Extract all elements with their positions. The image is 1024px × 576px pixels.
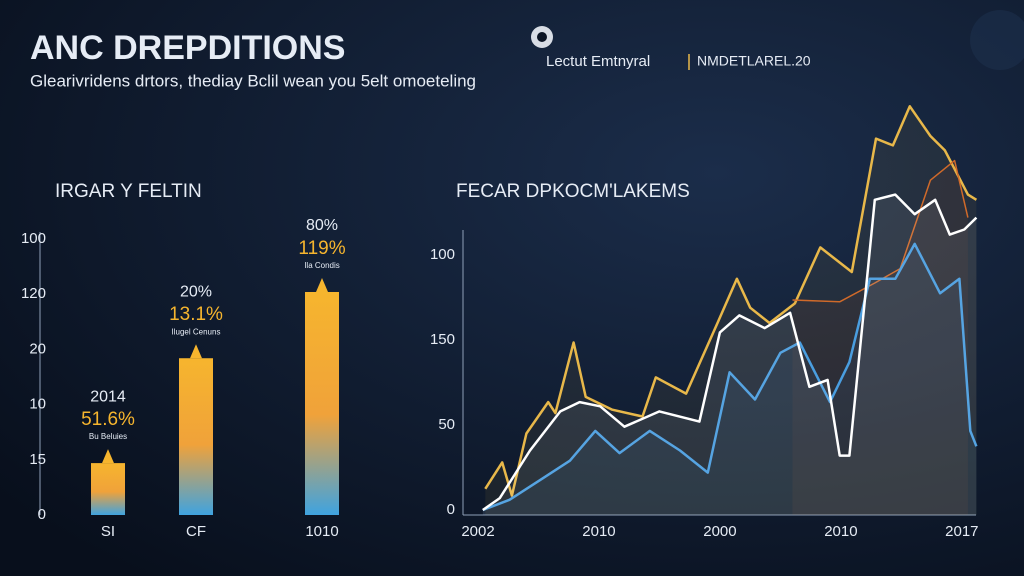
bar-tip bbox=[102, 449, 114, 464]
x-tick-label: 2000 bbox=[703, 523, 736, 540]
x-tick-label: 1010 bbox=[305, 523, 338, 540]
x-tick-label: SI bbox=[101, 523, 115, 540]
y-tick-label: 150 bbox=[430, 331, 455, 348]
y-tick-label: 120 bbox=[21, 285, 46, 302]
brand: Lectut Emtnyral bbox=[546, 53, 650, 70]
brand-icon-inner bbox=[537, 32, 547, 42]
y-tick-label: 15 bbox=[29, 451, 46, 468]
annotation-top: 20% bbox=[180, 283, 212, 300]
line-chart-title: FECAR DPKOCM'LAKEMS bbox=[456, 181, 690, 202]
x-tick-label: CF bbox=[186, 523, 206, 540]
bar-tip bbox=[190, 344, 202, 359]
annotation-caption: Bu Beluies bbox=[89, 432, 127, 441]
y-tick-label: 0 bbox=[447, 501, 455, 518]
y-tick-label: 20 bbox=[29, 340, 46, 357]
bar bbox=[91, 463, 125, 515]
series-area bbox=[792, 160, 968, 515]
y-tick-label: 10 bbox=[29, 396, 46, 413]
annotation-value: 51.6% bbox=[81, 409, 135, 430]
series-line bbox=[482, 242, 978, 512]
subtitle: Glearivridens drtors, thediay Bclil wean… bbox=[30, 71, 476, 90]
y-tick-label: 100 bbox=[430, 246, 455, 263]
bar-tip bbox=[316, 277, 328, 292]
series-line bbox=[482, 193, 978, 512]
tag: NMDETLAREL.20 bbox=[697, 53, 811, 69]
annotation-caption: Ilugel Cenuns bbox=[172, 327, 221, 336]
decor-bubble bbox=[970, 10, 1024, 70]
bar bbox=[179, 358, 213, 515]
annotation-caption: Ila Condis bbox=[304, 261, 340, 270]
y-tick-label: 100 bbox=[21, 230, 46, 247]
bar bbox=[305, 291, 339, 515]
series-line bbox=[484, 105, 978, 497]
series-area bbox=[482, 194, 977, 515]
x-tick-label: 2010 bbox=[824, 523, 857, 540]
annotation-top: 80% bbox=[306, 217, 338, 234]
series-area bbox=[482, 243, 977, 515]
x-tick-label: 2010 bbox=[582, 523, 615, 540]
annotation-top: 2014 bbox=[90, 388, 126, 405]
bar-chart-title: IRGAR Y FELTIN bbox=[55, 181, 202, 202]
y-tick-label: 50 bbox=[438, 416, 455, 433]
annotation-value: 119% bbox=[298, 238, 345, 259]
annotation-value: 13.1% bbox=[169, 304, 223, 325]
title: ANC DREPDITIONS bbox=[30, 29, 345, 67]
x-tick-label: 2002 bbox=[461, 523, 494, 540]
y-tick-label: 0 bbox=[38, 506, 46, 523]
x-tick-label: 2017 bbox=[945, 523, 978, 540]
